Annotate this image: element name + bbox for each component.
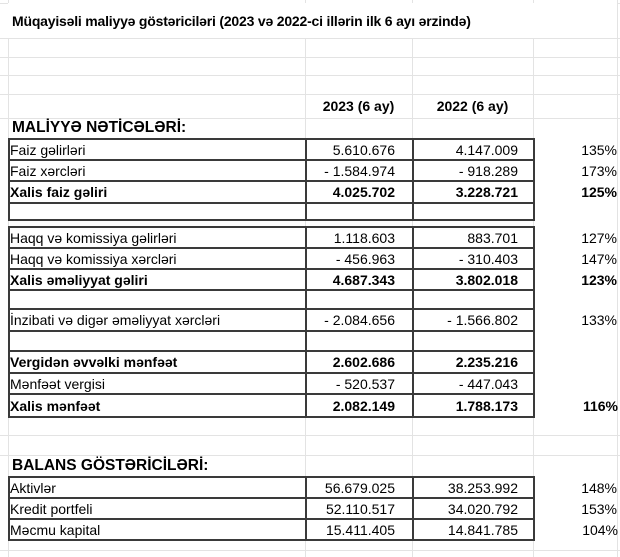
cell-percent[interactable]: 123%: [581, 271, 617, 288]
cell-value-2022[interactable]: - 447.043: [412, 372, 535, 395]
column-header-2022[interactable]: 2022 (6 ay): [436, 98, 509, 114]
cell-label[interactable]: Xalis əməliyyat gəliri: [8, 268, 307, 291]
section-heading-finance[interactable]: MALİYYƏ NƏTİCƏLƏRİ:: [12, 119, 187, 136]
column-header-2023[interactable]: 2023 (6 ay): [322, 98, 395, 114]
cell-label[interactable]: İnzibati və digər əməliyyat xərcləri: [8, 308, 307, 332]
table-row: Faiz gəlirləri 5.610.676 4.147.009 135%: [8, 138, 618, 161]
cell-label[interactable]: [8, 330, 307, 352]
report-title-cell[interactable]: Müqayisəli maliyyə göstəriciləri (2023 v…: [8, 3, 617, 38]
cell-value-2022[interactable]: [412, 289, 535, 310]
gridline: [0, 38, 620, 39]
table-row: Faiz xərcləri - 1.584.974- 918.289 173%: [8, 159, 618, 182]
cell-label[interactable]: Aktivlər: [8, 476, 307, 499]
table-row: [8, 289, 618, 310]
table-row: Vergidən əvvəlki mənfəət 2.602.686 2.235.2…: [8, 350, 618, 374]
gridline: [0, 75, 620, 76]
cell-value-2023[interactable]: - 1.584.974: [305, 159, 414, 182]
cell-percent[interactable]: 153%: [581, 500, 617, 517]
gridline: [0, 435, 620, 436]
cell-percent[interactable]: [534, 203, 618, 220]
cell-percent[interactable]: [534, 351, 618, 373]
cell-label[interactable]: Mənfəət vergisi: [8, 372, 307, 395]
cell-percent[interactable]: 116%: [582, 397, 618, 414]
cell-value-2023[interactable]: - 456.963: [305, 247, 414, 270]
table-row: [8, 330, 618, 352]
cell-value-2022[interactable]: 1.788.173: [412, 393, 535, 418]
cell-value-2023[interactable]: - 520.537: [305, 372, 414, 395]
cell-value-2022[interactable]: 3.228.721: [412, 180, 535, 204]
table-row: Xalis faiz gəliri 4.025.702 3.228.721 125%: [8, 180, 618, 204]
cell-label[interactable]: Vergidən əvvəlki mənfəət: [8, 350, 307, 374]
cell-percent[interactable]: 147%: [581, 250, 617, 267]
table-row: İnzibati və digər əməliyyat xərcləri - 2.…: [8, 308, 618, 332]
cell-label[interactable]: Xalis mənfəət: [8, 393, 307, 418]
cell-label[interactable]: Kredit portfeli: [8, 497, 307, 520]
cell-label[interactable]: [8, 202, 307, 221]
cell-value-2022[interactable]: 34.020.792: [412, 497, 535, 520]
table-row: Haqq və komissiya xərcləri - 456.963- 310…: [8, 247, 618, 270]
cell-label[interactable]: Haqq və komissiya xərcləri: [8, 247, 307, 270]
cell-value-2022[interactable]: - 310.403: [412, 247, 535, 270]
table-row: Aktivlər 56.679.025 38.253.992 148%: [8, 476, 618, 499]
cell-value-2022[interactable]: 4.147.009: [412, 138, 535, 161]
cell-label[interactable]: Haqq və komissiya gəlirləri: [8, 226, 307, 249]
table-row: Mənfəət vergisi - 520.537- 447.043: [8, 372, 618, 395]
cell-percent[interactable]: 148%: [581, 479, 617, 496]
cell-value-2023[interactable]: 15.411.405: [305, 518, 414, 541]
cell-percent[interactable]: [534, 373, 618, 394]
cell-value-2022[interactable]: 883.701: [412, 226, 535, 249]
cell-percent[interactable]: [534, 290, 618, 309]
cell-label[interactable]: Xalis faiz gəliri: [8, 180, 307, 204]
gridline: [0, 550, 620, 551]
gridline: [0, 94, 620, 95]
cell-percent[interactable]: 104%: [582, 521, 618, 538]
cell-value-2023[interactable]: - 2.084.656: [305, 308, 414, 332]
table-block-balance-indicators: Aktivlər 56.679.025 38.253.992 148% Kredit p…: [8, 476, 619, 541]
cell-percent[interactable]: 127%: [581, 229, 617, 246]
cell-value-2023[interactable]: 2.602.686: [305, 350, 414, 374]
table-row: Məcmu kapital 15.411.405 14.841.785 104%: [8, 518, 618, 541]
cell-value-2022[interactable]: - 918.289: [412, 159, 535, 182]
table-block-net-interest-income: Faiz gəlirləri 5.610.676 4.147.009 135% Faiz…: [8, 138, 619, 221]
gridline: [0, 118, 620, 119]
cell-percent[interactable]: 133%: [581, 312, 617, 328]
table-row: Xalis əməliyyat gəliri 4.687.343 3.802.018…: [8, 268, 618, 291]
cell-value-2022[interactable]: 3.802.018: [412, 268, 535, 291]
cell-label[interactable]: Faiz gəlirləri: [8, 138, 307, 161]
cell-percent[interactable]: 135%: [581, 141, 617, 158]
table-block-operating-income-and-profit: Haqq və komissiya gəlirləri 1.118.603 883.…: [8, 226, 619, 418]
cell-value-2022[interactable]: [412, 330, 535, 352]
cell-value-2023[interactable]: 4.687.343: [305, 268, 414, 291]
cell-value-2022[interactable]: [412, 202, 535, 221]
gridline: [617, 0, 618, 557]
cell-label[interactable]: Faiz xərcləri: [8, 159, 307, 182]
cell-value-2023[interactable]: [305, 330, 414, 352]
table-row: Haqq və komissiya gəlirləri 1.118.603 883.…: [8, 226, 618, 249]
table-row: Kredit portfeli 52.110.517 34.020.792 153%: [8, 497, 618, 520]
cell-value-2023[interactable]: 2.082.149: [305, 393, 414, 418]
cell-value-2022[interactable]: - 1.566.802: [412, 308, 535, 332]
cell-label[interactable]: [8, 289, 307, 310]
gridline: [0, 57, 620, 58]
gridline: [0, 455, 620, 456]
cell-value-2023[interactable]: 56.679.025: [305, 476, 414, 499]
table-row: [8, 202, 618, 221]
cell-value-2023[interactable]: 5.610.676: [305, 138, 414, 161]
cell-value-2023[interactable]: 4.025.702: [305, 180, 414, 204]
cell-value-2023[interactable]: 1.118.603: [305, 226, 414, 249]
cell-value-2022[interactable]: 2.235.216: [412, 350, 535, 374]
cell-percent[interactable]: 125%: [581, 184, 617, 200]
cell-value-2023[interactable]: [305, 202, 414, 221]
cell-label[interactable]: Məcmu kapital: [8, 518, 307, 541]
cell-value-2023[interactable]: 52.110.517: [305, 497, 414, 520]
section-heading-balance[interactable]: BALANS GÖSTƏRİCİLƏRİ:: [12, 456, 209, 474]
cell-percent[interactable]: [534, 331, 618, 351]
cell-value-2023[interactable]: [305, 289, 414, 310]
table-row: Xalis mənfəət 2.082.149 1.788.173 116%: [8, 393, 618, 418]
cell-value-2022[interactable]: 38.253.992: [412, 476, 535, 499]
cell-value-2022[interactable]: 14.841.785: [412, 518, 535, 541]
cell-percent[interactable]: 173%: [581, 162, 617, 179]
